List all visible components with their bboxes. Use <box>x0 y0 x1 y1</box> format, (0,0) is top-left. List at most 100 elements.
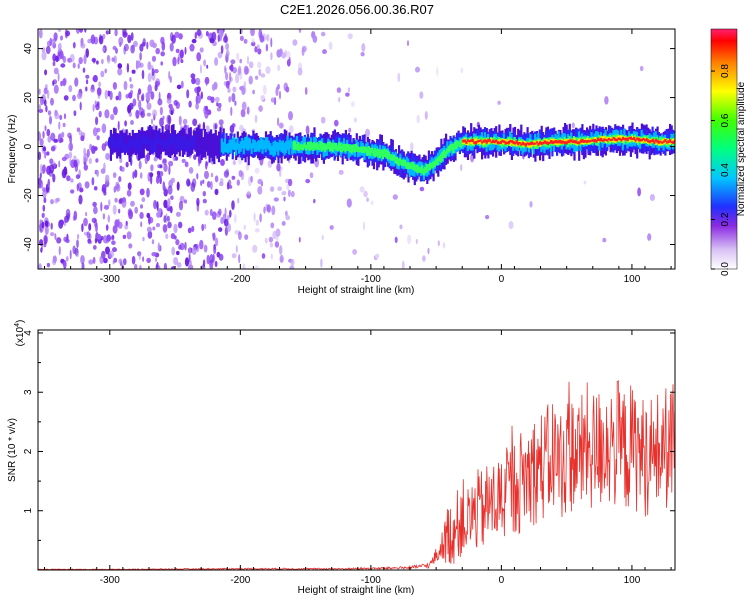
noise-speckle <box>130 120 134 125</box>
ridge-segment <box>532 140 535 145</box>
ridge-segment <box>601 139 604 142</box>
noise-speckle <box>218 119 224 126</box>
ridge-segment <box>595 131 598 142</box>
noise-speckle <box>243 38 248 44</box>
noise-speckle <box>56 237 62 244</box>
ridge-segment <box>617 137 620 141</box>
noise-speckle <box>127 34 132 44</box>
noise-speckle <box>150 164 154 172</box>
ridge-segment <box>298 144 301 150</box>
noise-speckle <box>96 135 100 141</box>
ridge-segment <box>342 143 345 151</box>
noise-speckle <box>242 263 246 269</box>
noise-speckle <box>156 223 160 228</box>
ridge-segment <box>421 165 424 174</box>
noise-speckle <box>146 102 152 110</box>
noise-speckle <box>244 234 249 240</box>
ridge-segment <box>433 160 436 167</box>
ridge-segment <box>405 156 408 167</box>
noise-speckle <box>199 239 204 250</box>
ridge-segment <box>607 137 611 140</box>
ridge-segment <box>153 129 156 151</box>
noise-speckle <box>470 153 475 163</box>
noise-speckle <box>83 54 87 65</box>
ridge-segment <box>573 139 576 144</box>
noise-speckle <box>95 222 98 233</box>
noise-speckle <box>140 204 143 209</box>
noise-speckle <box>134 206 138 214</box>
ridge-segment <box>554 140 557 143</box>
noise-speckle <box>210 180 213 190</box>
ridge-segment <box>125 129 128 153</box>
noise-speckle <box>66 175 71 182</box>
noise-speckle <box>45 221 50 228</box>
noise-speckle <box>225 72 229 81</box>
noise-speckle <box>176 262 182 268</box>
ridge-segment <box>380 149 383 157</box>
noise-speckle <box>437 240 440 247</box>
ridge-segment <box>152 129 155 151</box>
noise-speckle <box>46 151 50 156</box>
noise-speckle <box>118 258 123 264</box>
noise-speckle <box>146 257 151 263</box>
noise-speckle <box>241 101 247 111</box>
ridge-segment <box>267 140 270 151</box>
ridge-segment <box>222 141 225 155</box>
noise-speckle <box>211 31 217 42</box>
ridge-segment <box>551 140 554 144</box>
ridge-segment <box>444 151 447 158</box>
ridge-segment <box>397 158 400 167</box>
noise-speckle <box>281 52 287 59</box>
noise-speckle <box>231 175 236 180</box>
ridge-segment <box>261 138 264 154</box>
noise-speckle <box>77 233 80 240</box>
ridge-segment <box>306 144 310 155</box>
noise-speckle <box>98 35 104 45</box>
ridge-segment <box>322 142 325 158</box>
noise-speckle <box>155 257 157 262</box>
noise-speckle <box>112 172 117 179</box>
ridge-segment <box>286 135 289 151</box>
noise-speckle <box>101 184 107 192</box>
ridge-segment <box>253 140 256 152</box>
ridge-segment <box>601 136 604 142</box>
noise-speckle <box>105 237 109 244</box>
noise-speckle <box>257 178 263 185</box>
noise-speckle <box>141 197 146 203</box>
noise-speckle <box>266 34 269 41</box>
noise-speckle <box>286 50 291 59</box>
ridge-segment <box>562 140 565 144</box>
ridge-segment <box>526 142 529 148</box>
ridge-segment <box>435 158 438 165</box>
ridge-segment <box>513 141 517 145</box>
ridge-segment <box>477 139 481 142</box>
noise-speckle <box>65 208 71 219</box>
ridge-segment <box>567 140 570 144</box>
ridge-segment <box>410 163 413 176</box>
noise-speckle <box>189 259 192 267</box>
ridge-segment <box>241 138 244 161</box>
noise-speckle <box>262 84 267 95</box>
noise-speckle <box>80 255 85 265</box>
noise-speckle <box>255 75 259 80</box>
snr-scale-suffix: ) <box>15 320 26 323</box>
noise-speckle <box>39 138 44 147</box>
noise-speckle <box>195 77 201 86</box>
noise-speckle <box>78 130 83 136</box>
ridge-segment <box>661 141 664 144</box>
ridge-segment <box>557 140 560 144</box>
colorbar-tick-label: 0.8 <box>720 64 731 78</box>
ridge-segment <box>639 137 642 149</box>
ridge-segment <box>424 166 427 174</box>
noise-speckle <box>292 39 298 46</box>
noise-speckle <box>47 178 51 188</box>
noise-speckle <box>49 115 52 125</box>
noise-speckle <box>50 145 56 152</box>
noise-speckle <box>241 86 246 96</box>
ridge-segment <box>339 142 342 153</box>
noise-speckle <box>260 73 266 78</box>
noise-speckle <box>200 180 203 187</box>
noise-speckle <box>81 262 85 269</box>
noise-speckle <box>336 87 342 93</box>
ridge-segment <box>528 142 531 146</box>
